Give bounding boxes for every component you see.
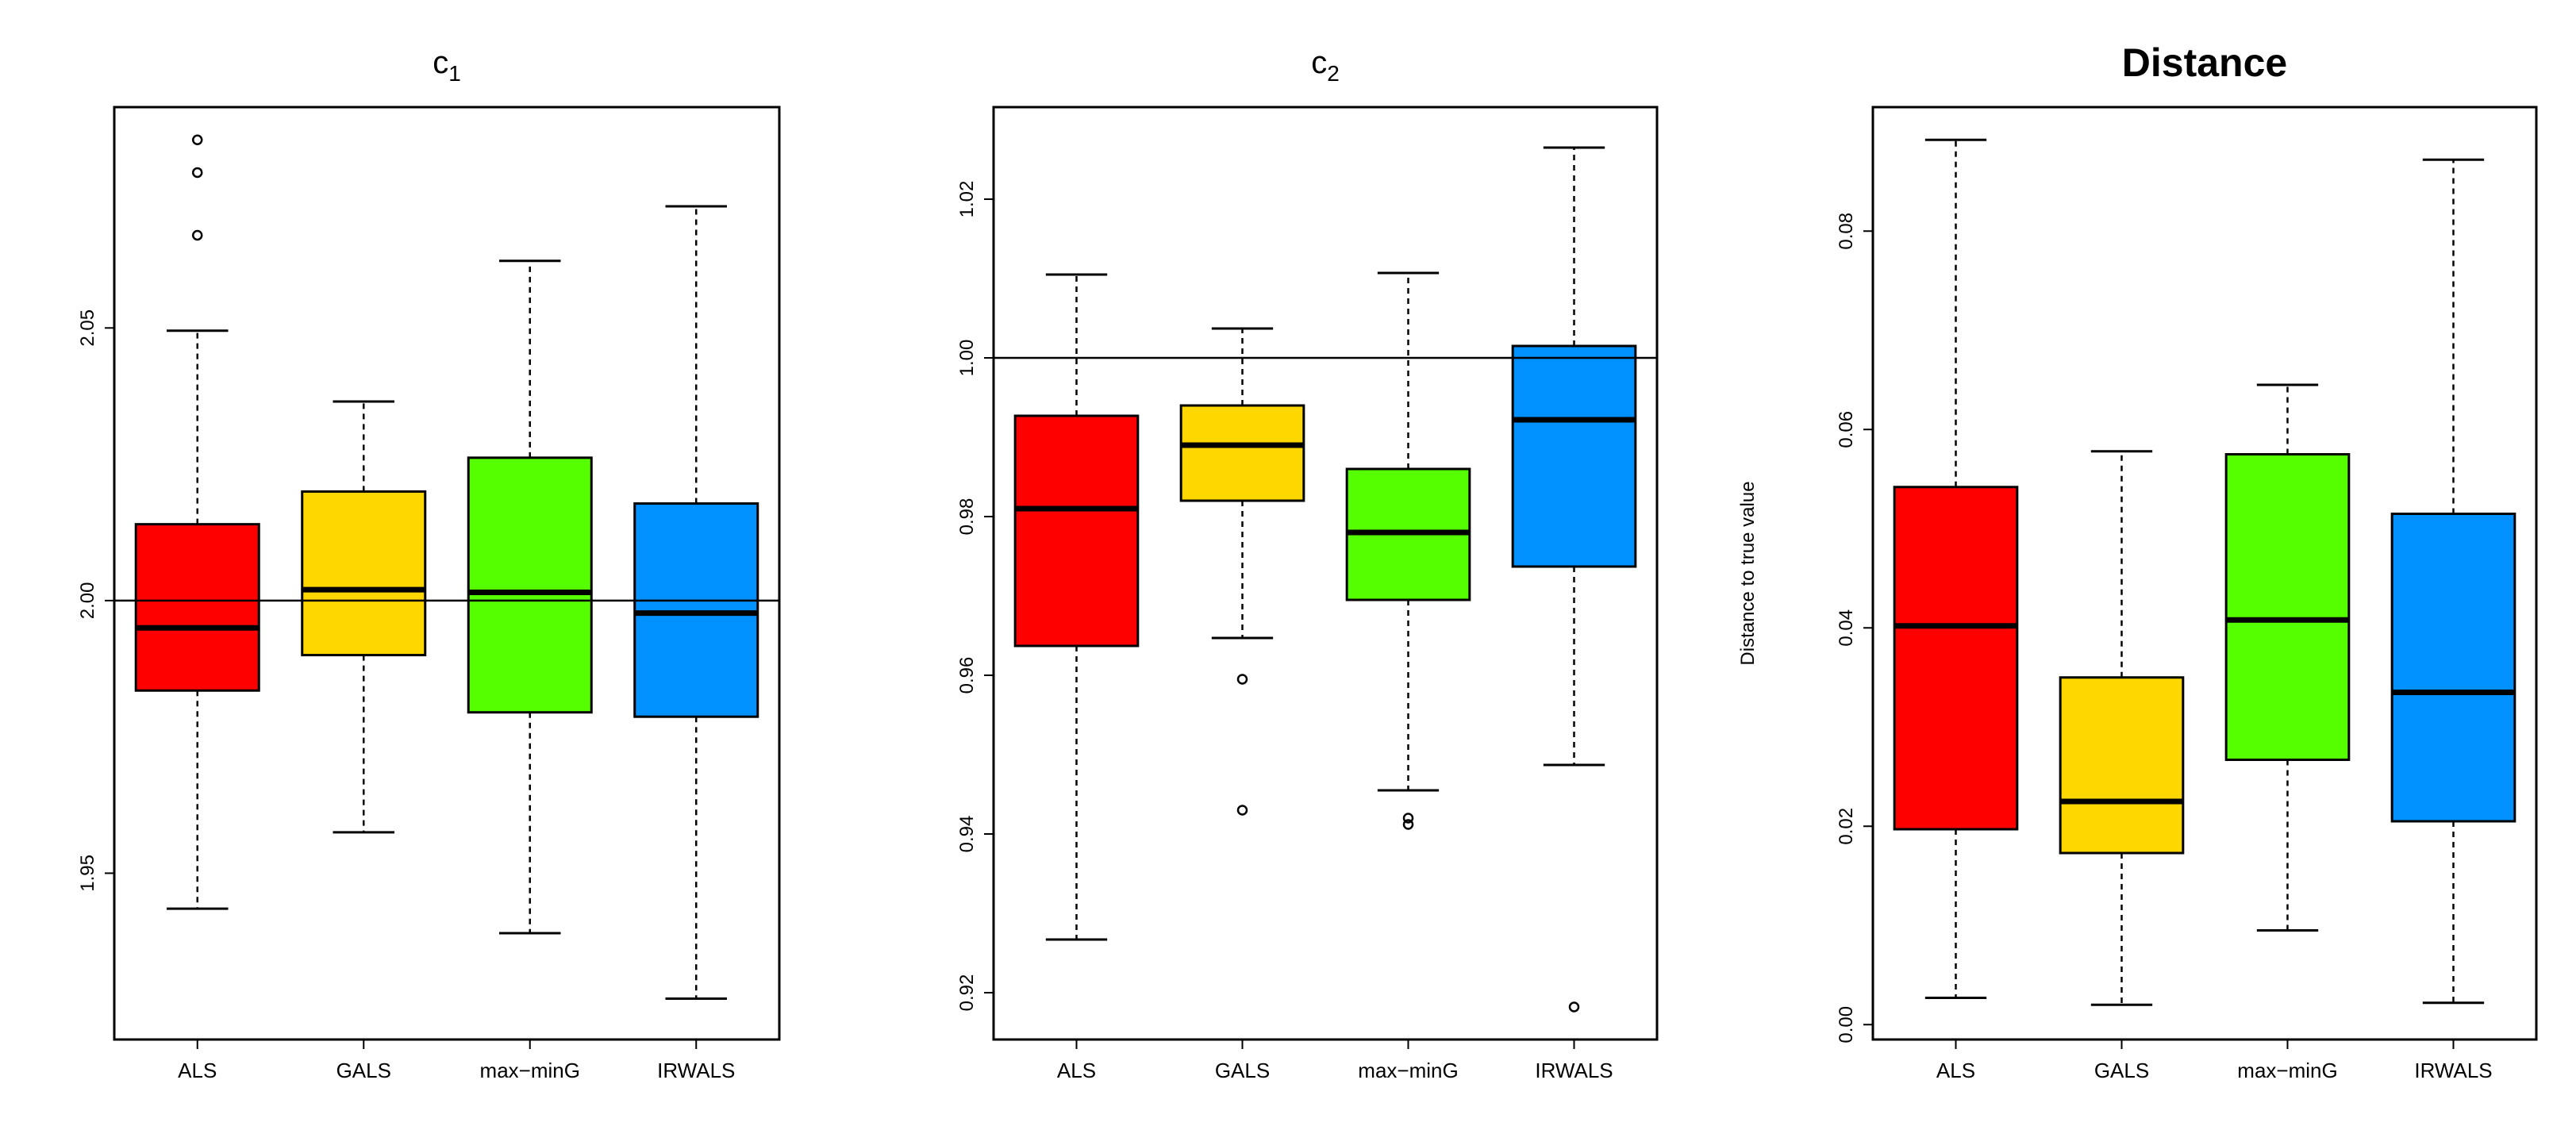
iqr-box	[134, 523, 260, 692]
title-main: c	[1311, 45, 1327, 80]
iqr-box	[633, 502, 759, 718]
outlier-point	[1402, 819, 1414, 830]
outlier-point	[1568, 1001, 1580, 1013]
panel-distance: Distance 0.00 0.02 0.04 0.06 0.08 Distance to …	[1737, 40, 2538, 1082]
title-subscript: 2	[1327, 61, 1340, 86]
iqr-box	[301, 490, 427, 657]
box-irwals	[633, 205, 759, 1000]
box-als	[1013, 273, 1140, 941]
title-main: Distance	[2122, 40, 2287, 85]
x-tick-label-gals: GALS	[336, 1059, 391, 1082]
y-tick-label: 1.95	[77, 855, 98, 892]
outlier-point	[192, 167, 203, 179]
y-tick-label: 0.92	[956, 974, 978, 1012]
panel-title: c2	[1311, 45, 1340, 86]
y-tick-label: 1.00	[956, 340, 978, 377]
panel-c2: c2 0.92 0.94 0.96 0.98 1.00 1.02 ALS GALS max−min…	[956, 45, 1659, 1082]
y-tick-label: 0.96	[956, 657, 978, 694]
box-gals	[1179, 327, 1305, 816]
x-tick-label-max-ming: max−minG	[480, 1059, 580, 1082]
box-irwals	[1511, 146, 1637, 1013]
outlier-point	[192, 134, 203, 145]
outlier-point	[1236, 805, 1248, 816]
y-tick-label: 2.05	[77, 309, 98, 347]
outlier-point	[1402, 813, 1414, 824]
x-tick-label-irwals: IRWALS	[657, 1059, 735, 1082]
x-tick-label-max-ming: max−minG	[2237, 1059, 2337, 1082]
box-als	[1893, 138, 2019, 999]
box-gals	[2059, 450, 2185, 1006]
y-tick-label: 0.08	[1836, 213, 1857, 250]
y-tick-label: 0.00	[1836, 1006, 1857, 1043]
plot-frame-distance	[1871, 106, 2538, 1041]
x-tick-label-als: ALS	[1057, 1059, 1096, 1082]
plot-frame-c1	[113, 106, 781, 1041]
title-main: c	[433, 45, 448, 80]
iqr-box	[1013, 414, 1140, 648]
x-tick-label-max-ming: max−minG	[1358, 1059, 1458, 1082]
title-subscript: 1	[448, 61, 461, 86]
y-tick-label: 1.02	[956, 181, 978, 218]
panel-c1: c1 1.95 2.00 2.05 ALS GALS max−minG IRWALS	[77, 45, 781, 1082]
box-max-ming	[467, 259, 593, 935]
y-axis-title: Distance to true value	[1737, 481, 1759, 665]
y-tick-label: 0.94	[956, 816, 978, 853]
box-als	[134, 134, 260, 910]
panel-title: c1	[433, 45, 461, 86]
outlier-point	[192, 229, 203, 241]
box-max-ming	[2224, 383, 2351, 932]
x-tick-label-als: ALS	[178, 1059, 217, 1082]
x-tick-label-als: ALS	[1936, 1059, 1975, 1082]
outlier-point	[1236, 674, 1248, 685]
iqr-box	[1893, 486, 2019, 831]
iqr-box	[467, 456, 593, 714]
plot-frame-c2	[992, 106, 1659, 1041]
iqr-box	[2224, 453, 2351, 761]
iqr-box	[1511, 344, 1637, 568]
y-tick-label: 0.98	[956, 498, 978, 536]
y-tick-label: 0.02	[1836, 808, 1857, 845]
y-tick-label: 0.06	[1836, 411, 1857, 448]
box-max-ming	[1345, 271, 1471, 830]
y-tick-label: 2.00	[77, 582, 98, 619]
y-tick-label: 0.04	[1836, 609, 1857, 647]
iqr-box	[2390, 513, 2516, 823]
x-tick-label-irwals: IRWALS	[1535, 1059, 1613, 1082]
box-gals	[301, 400, 427, 834]
iqr-box	[1179, 404, 1305, 502]
panel-title: Distance	[2122, 40, 2287, 85]
x-tick-label-irwals: IRWALS	[2414, 1059, 2492, 1082]
iqr-box	[2059, 676, 2185, 855]
box-irwals	[2390, 158, 2516, 1005]
x-tick-label-gals: GALS	[2094, 1059, 2149, 1082]
x-tick-label-gals: GALS	[1215, 1059, 1270, 1082]
